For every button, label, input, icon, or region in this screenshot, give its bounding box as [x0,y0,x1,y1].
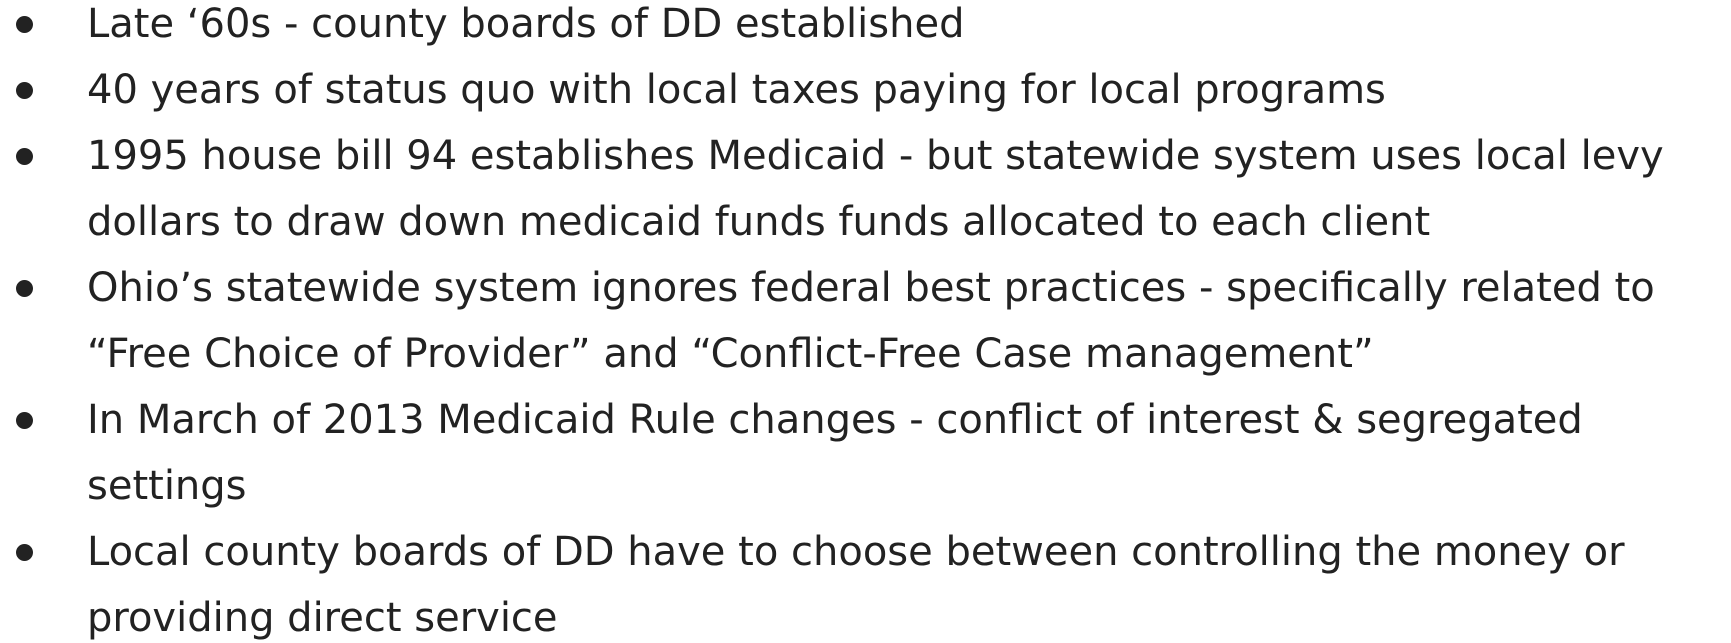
bullet-item: 1995 house bill 94 establishes Medicaid … [0,123,1731,255]
bullet-item: Late ‘60s - county boards of DD establis… [0,0,1731,57]
bullet-item: In March of 2013 Medicaid Rule changes -… [0,387,1731,519]
bullet-item: 40 years of status quo with local taxes … [0,57,1731,123]
bullet-item: Ohio’s statewide system ignores federal … [0,255,1731,387]
bullet-item: Local county boards of DD have to choose… [0,519,1731,643]
